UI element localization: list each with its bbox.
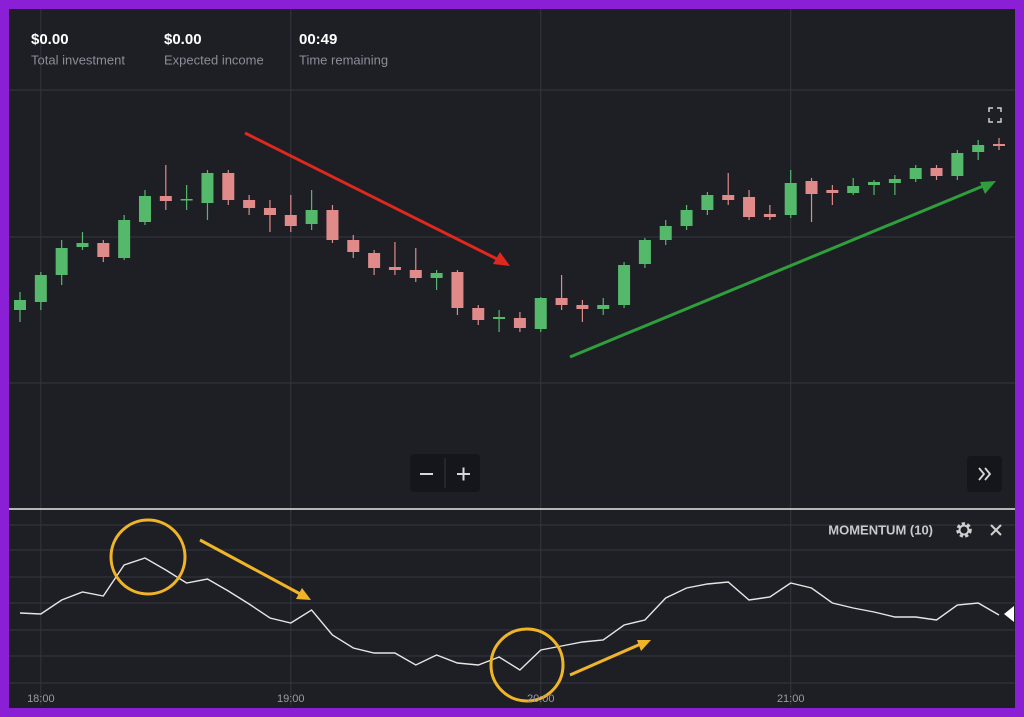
candle-body <box>388 267 401 270</box>
candle-body <box>159 196 172 201</box>
candle-body <box>784 183 797 215</box>
candle-body <box>138 196 151 222</box>
candle-body <box>326 210 339 240</box>
stat-label: Total investment <box>31 52 125 67</box>
candle-body <box>763 214 776 217</box>
down-arrow <box>244 131 504 264</box>
candle-body <box>722 195 735 200</box>
candle-body <box>972 145 985 152</box>
arrow-head <box>980 181 996 194</box>
stat-label: Expected income <box>164 52 264 67</box>
candle-body <box>951 153 964 176</box>
annotations <box>109 131 996 703</box>
chevrons <box>978 467 992 481</box>
momentum-line <box>19 557 1000 671</box>
candle-body <box>638 240 651 264</box>
candle-body <box>409 270 422 278</box>
candle-body <box>34 275 47 302</box>
stat-value: $0.00 <box>31 31 69 48</box>
arrow-head <box>637 640 651 651</box>
candle-body <box>97 243 110 257</box>
current-marker <box>1004 606 1014 622</box>
x-tick-label: 18:00 <box>27 693 55 705</box>
candle-body <box>305 210 318 224</box>
zoom-controls <box>410 454 480 492</box>
candle-body <box>118 220 131 258</box>
candle-body <box>347 240 360 252</box>
fullscreen-icon[interactable] <box>988 107 1002 123</box>
candle-body <box>993 144 1006 146</box>
settings-icon[interactable] <box>956 522 972 538</box>
stat-value: 00:49 <box>299 31 337 48</box>
stat-label: Time remaining <box>299 52 388 67</box>
candle-body <box>576 305 589 309</box>
highlight-circle <box>489 627 565 703</box>
arrow-head <box>493 252 510 266</box>
candle-body <box>930 168 943 176</box>
grid <box>9 89 1015 684</box>
background <box>9 9 1015 708</box>
up-arrow <box>569 182 989 359</box>
scroll-end-button[interactable] <box>967 456 1002 492</box>
candle-body <box>55 248 68 275</box>
candle-body <box>618 265 631 305</box>
candle-body <box>805 181 818 194</box>
up-arrow <box>569 641 644 677</box>
candle-body <box>847 186 860 193</box>
candle-body <box>76 243 89 247</box>
candle-body <box>826 190 839 193</box>
x-tick-label: 21:00 <box>777 693 805 705</box>
gear <box>956 522 972 538</box>
candle-body <box>493 317 506 319</box>
candle-body <box>513 318 526 328</box>
stat-value: $0.00 <box>164 31 202 48</box>
candle-body <box>430 273 443 278</box>
candle-body <box>243 200 256 208</box>
candle-body <box>472 308 485 320</box>
candle-body <box>14 300 26 310</box>
candle-body <box>451 272 464 308</box>
candles <box>14 138 1006 332</box>
candle-body <box>888 179 901 183</box>
down-arrow <box>199 538 305 598</box>
candle-body <box>263 208 276 215</box>
candle-body <box>909 168 922 179</box>
zoom-in[interactable] <box>457 467 470 481</box>
x-tick-label: 20:00 <box>527 693 555 705</box>
candle-body <box>743 197 756 217</box>
candle-body <box>180 199 193 201</box>
highlight-circle <box>109 518 187 596</box>
candle-body <box>555 298 568 305</box>
candle-body <box>534 298 547 329</box>
arrow-head <box>296 588 311 600</box>
candle-body <box>868 182 881 185</box>
candle-body <box>222 173 235 200</box>
close-icon[interactable] <box>990 524 1002 536</box>
momentum-panel <box>19 557 1000 671</box>
candle-body <box>659 226 672 240</box>
candle-body <box>701 195 714 210</box>
candle-body <box>284 215 297 226</box>
candle-body <box>680 210 693 226</box>
indicator-title: MOMENTUM (10) <box>828 522 933 537</box>
candle-body <box>597 305 610 309</box>
x-tick-label: 19:00 <box>277 693 305 705</box>
candle-body <box>368 253 381 268</box>
gear-core <box>958 524 970 536</box>
candle-body <box>201 173 214 203</box>
